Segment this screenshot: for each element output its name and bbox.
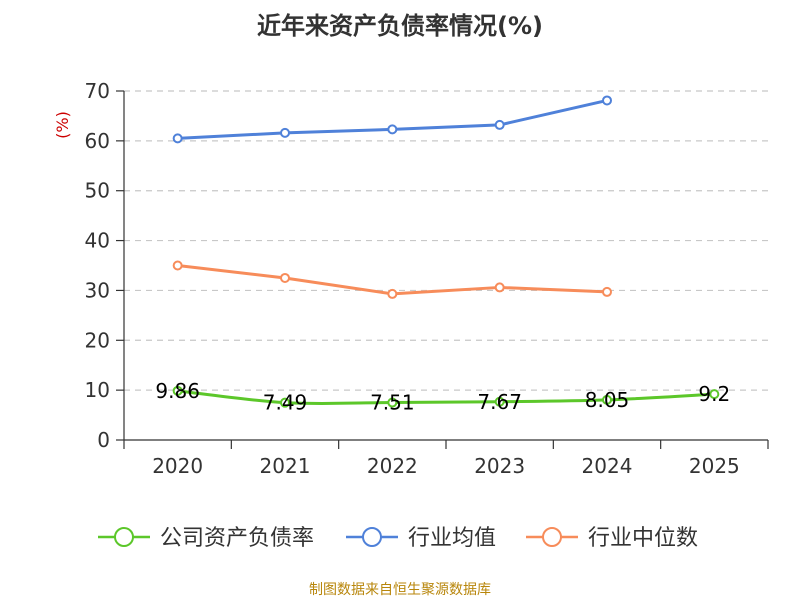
- series-2-point: [602, 286, 612, 297]
- legend-label: 行业均值: [408, 526, 496, 551]
- legend: 公司资产负债率 行业均值 行业中位数: [98, 526, 698, 551]
- legend-swatch-marker: [362, 527, 382, 547]
- data-labels: 9.86 7.49 7.51 7.67 8.05 9.2: [155, 379, 730, 415]
- x-tick-label: 2025: [689, 454, 740, 478]
- x-tick-label: 2023: [474, 454, 525, 478]
- y-tick-labels: 0 10 20 30 40 50 60 70: [85, 79, 110, 452]
- series-0-data-label: 9.86: [155, 379, 200, 403]
- series-2-point: [387, 288, 398, 299]
- y-tick-label: 70: [85, 79, 110, 103]
- legend-swatch-marker: [542, 527, 562, 547]
- series-2-point: [494, 282, 505, 293]
- series-1-point: [602, 95, 612, 106]
- y-tick-label: 40: [85, 229, 110, 253]
- series-0-point: [494, 396, 505, 407]
- y-tick-label: 50: [85, 179, 110, 203]
- series-0-point: [709, 389, 720, 400]
- series-2-point: [172, 260, 183, 271]
- y-tick-label: 20: [85, 328, 110, 352]
- y-tick-label: 0: [97, 428, 110, 452]
- series-0-data-label: 9.2: [698, 382, 730, 406]
- legend-label: 公司资产负债率: [160, 526, 314, 551]
- legend-swatch-marker: [114, 527, 134, 547]
- source-note: 制图数据来自恒生聚源数据库: [309, 582, 491, 598]
- series-0-data-label: 8.05: [585, 388, 630, 412]
- series-0-point: [280, 397, 290, 408]
- series-0-point: [172, 385, 183, 396]
- x-tick-label: 2024: [582, 454, 633, 478]
- series-0-data-label: 7.51: [370, 391, 415, 415]
- series-0-line: [176, 389, 716, 406]
- y-tick-label: 10: [85, 378, 110, 402]
- series-0-data-label: 7.67: [477, 390, 522, 414]
- series-lines: [172, 95, 720, 408]
- series-0-point: [387, 397, 398, 408]
- series-1-point: [280, 127, 290, 138]
- series-0-data-label: 7.49: [263, 391, 308, 415]
- x-tick-label: 2021: [260, 454, 311, 478]
- series-0-point: [602, 394, 612, 405]
- chart-title: 近年来资产负债率情况(%): [257, 12, 543, 40]
- series-1-point: [172, 133, 183, 144]
- legend-label: 行业中位数: [588, 526, 698, 551]
- axes: [116, 90, 769, 449]
- y-tick-label: 30: [85, 278, 110, 302]
- series-2-point: [280, 272, 290, 283]
- y-tick-label: 60: [85, 129, 110, 153]
- x-tick-labels: 2020 2021 2022 2023 2024 2025: [152, 454, 740, 478]
- series-1-point: [494, 119, 505, 130]
- x-tick-label: 2020: [152, 454, 203, 478]
- x-tick-label: 2022: [367, 454, 418, 478]
- y-axis-unit-label: (%): [53, 111, 72, 139]
- series-1-point: [387, 124, 398, 135]
